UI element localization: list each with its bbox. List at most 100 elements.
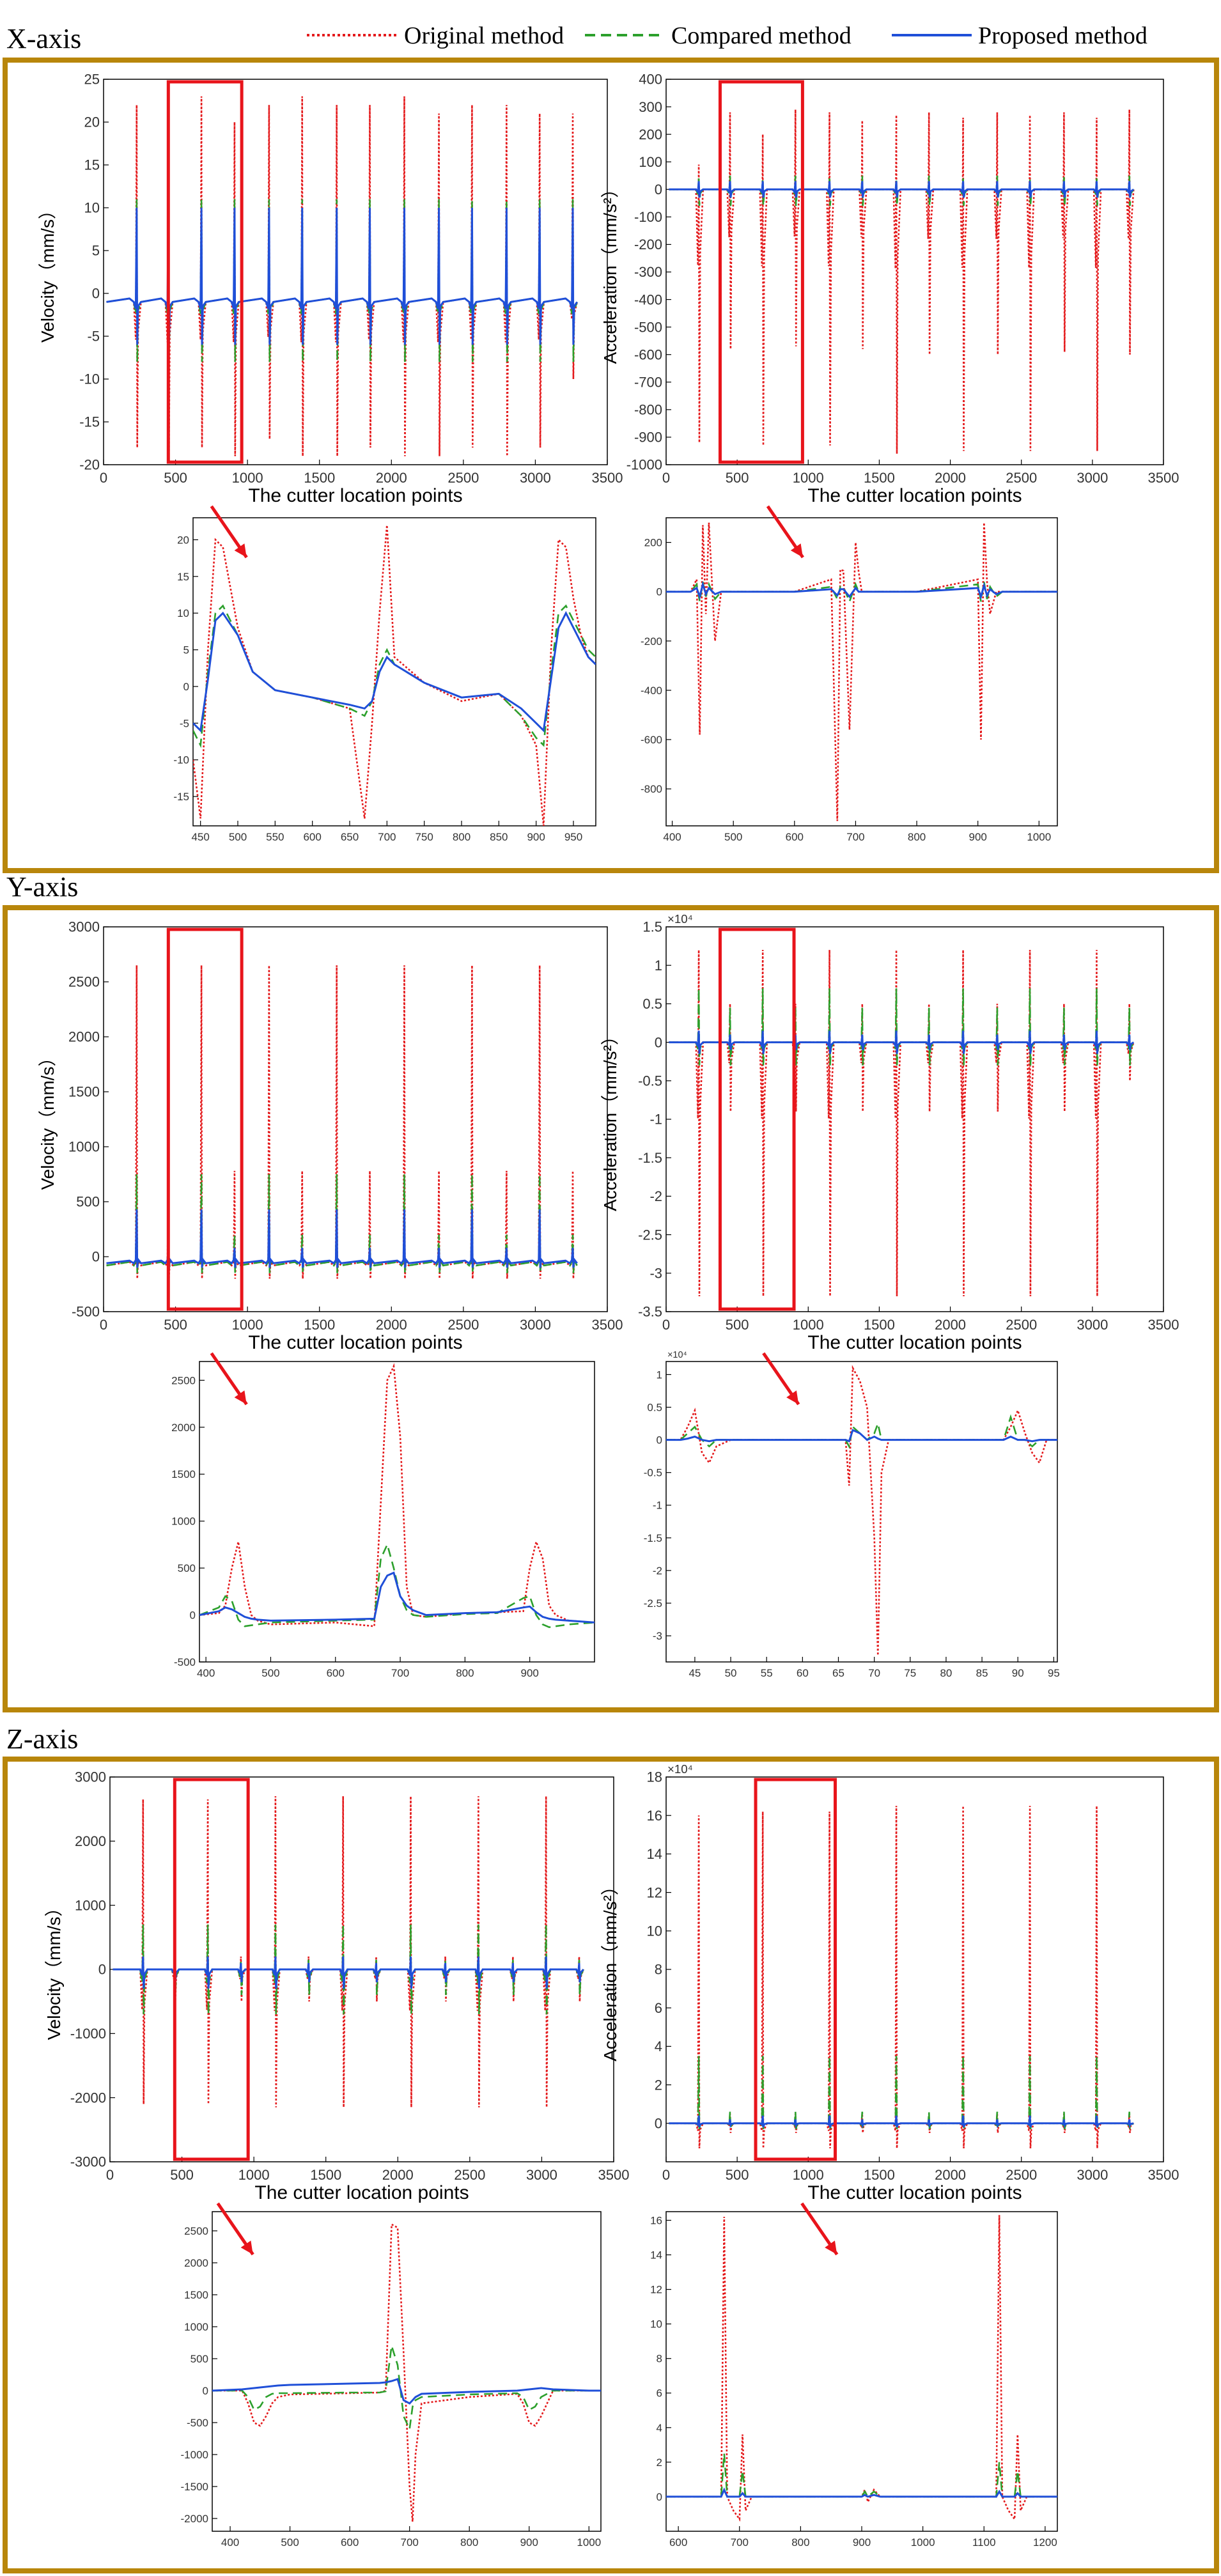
- z-acc-plot-area: [665, 1776, 1164, 2162]
- z-acc-xtick-label: 1000: [793, 2167, 824, 2183]
- x-vel-xtick-label: 2500: [447, 470, 479, 486]
- z-acc-series-proposed: [669, 2115, 1134, 2129]
- x-vel-ytick-label: 15: [84, 157, 100, 173]
- x-vel-zoom-ytick-label: -15: [173, 791, 189, 803]
- y-acc-zoom-series-proposed: [666, 1429, 1057, 1443]
- y-vel-zoom-arrow-head: [234, 1390, 247, 1404]
- x-acc-xtick-label: 2500: [1006, 470, 1037, 486]
- x-vel-zoom-xtick-label: 750: [415, 831, 433, 843]
- x-acc-ytick-label: 100: [639, 154, 662, 170]
- z-vel-zoom-ytick-label: -2000: [181, 2513, 208, 2525]
- z-vel-ytick-label: 3000: [75, 1769, 106, 1785]
- x-vel-xlabel: The cutter location points: [248, 485, 462, 506]
- x-acc-xtick-label: 3000: [1077, 470, 1108, 486]
- y-acc-zoom-ytick-label: 0.5: [647, 1401, 662, 1413]
- x-vel-highlight-box: [166, 80, 244, 464]
- z-vel-zoom-xtick-label: 1000: [577, 2536, 601, 2549]
- x-acc-zoom-ytick-label: -400: [641, 685, 662, 697]
- y-vel-plot-area: [103, 926, 608, 1312]
- z-vel-ytick-label: 0: [98, 1962, 106, 1978]
- z-vel-zoom-ytick-label: 2500: [184, 2225, 208, 2237]
- chart-z-acc: 0 500 1000 1500 2000 2500 3000 3500 0 2 4 6 8 10 12 14 1…: [600, 1762, 1179, 2549]
- x-acc-xtick-label: 2000: [935, 470, 966, 486]
- legend-label-compared: Compared method: [671, 22, 852, 49]
- y-vel-xtick-label: 2000: [376, 1317, 407, 1333]
- x-acc-ytick-label: -200: [634, 237, 662, 252]
- x-vel-zoom-xtick-label: 900: [527, 831, 545, 843]
- y-acc-zoom-y-exponent: ×10⁴: [667, 1350, 687, 1360]
- chart-x-vel: 0 500 1000 1500 2000 2500 3000 3500 -20 -15 -10 -5 0…: [38, 72, 623, 843]
- y-acc-zoom-ytick-label: -1.5: [644, 1532, 662, 1544]
- z-vel-zoom-xtick-label: 500: [281, 2536, 299, 2549]
- y-acc-ytick-label: 0.5: [642, 996, 662, 1012]
- z-vel-zoom-ytick-label: 0: [203, 2385, 208, 2397]
- chart-z-vel: 0 500 1000 1500 2000 2500 3000 3500 -3000 -2000 -1…: [44, 1769, 629, 2549]
- y-acc-ytick-label: -0.5: [638, 1073, 662, 1089]
- x-vel-zoom-xtick-label: 700: [378, 831, 396, 843]
- x-acc-zoom-ytick-label: -800: [641, 783, 662, 795]
- x-vel-zoom-ytick-label: 15: [177, 571, 189, 583]
- y-acc-zoom-ytick-label: -1: [653, 1500, 662, 1512]
- z-acc-zoom-xtick-label: 600: [669, 2536, 687, 2549]
- z-acc-xtick-label: 1500: [864, 2167, 895, 2183]
- y-vel-ylabel: Velocity（mm/s）: [38, 1049, 58, 1190]
- x-acc-xlabel: The cutter location points: [807, 485, 1022, 506]
- y-vel-zoom-ytick-label: 2500: [171, 1374, 196, 1386]
- z-acc-xtick-label: 2500: [1006, 2167, 1037, 2183]
- y-acc-ytick-label: 1: [655, 958, 662, 974]
- z-vel-zoom-series-original: [212, 2223, 601, 2522]
- x-acc-ytick-label: -400: [634, 291, 662, 307]
- x-acc-ytick-label: 0: [655, 182, 662, 198]
- z-vel-xtick-label: 500: [170, 2167, 194, 2183]
- z-acc-zoom-ytick-label: 12: [650, 2284, 662, 2296]
- y-acc-zoom-ytick-label: -2: [653, 1565, 662, 1577]
- z-acc-xtick-label: 2000: [935, 2167, 966, 2183]
- x-vel-ytick-label: -20: [79, 457, 100, 473]
- y-acc-xtick-label: 1500: [864, 1317, 895, 1333]
- y-vel-zoom-xtick-label: 800: [456, 1667, 474, 1679]
- y-acc-ytick-label: -1: [649, 1112, 662, 1128]
- z-vel-xtick-label: 0: [106, 2167, 114, 2183]
- y-acc-zoom-arrow-head: [786, 1390, 799, 1404]
- x-acc-ytick-label: -300: [634, 264, 662, 280]
- y-vel-zoom-ytick-label: 1500: [171, 1468, 196, 1480]
- y-acc-highlight-box: [718, 927, 796, 1311]
- y-vel-ytick-label: 1000: [68, 1139, 100, 1155]
- y-acc-plot-area: [665, 926, 1164, 1312]
- y-vel-xtick-label: 3000: [520, 1317, 551, 1333]
- y-vel-zoom-ytick-label: 1000: [171, 1516, 196, 1528]
- y-vel-xtick-label: 0: [100, 1317, 107, 1333]
- z-acc-zoom-ytick-label: 14: [650, 2249, 662, 2262]
- x-acc-zoom-xtick-label: 800: [908, 831, 926, 843]
- y-acc-zoom-plot-area: [665, 1361, 1058, 1663]
- x-vel-ytick-label: 10: [84, 200, 100, 216]
- x-acc-zoom-series-proposed: [666, 580, 1057, 600]
- y-acc-zoom-xtick-label: 90: [1012, 1667, 1024, 1679]
- y-acc-zoom-ytick-label: 0: [657, 1434, 662, 1447]
- z-vel-ytick-label: 1000: [75, 1897, 106, 1913]
- y-vel-ytick-label: 2500: [68, 974, 100, 990]
- y-acc-ytick-label: -1.5: [638, 1150, 662, 1166]
- z-acc-zoom-ytick-label: 2: [657, 2456, 662, 2469]
- z-acc-xtick-label: 3000: [1077, 2167, 1108, 2183]
- x-vel-ytick-label: 0: [92, 286, 100, 302]
- z-acc-xtick-label: 500: [726, 2167, 749, 2183]
- x-vel-ytick-label: -5: [87, 329, 100, 345]
- y-vel-ytick-label: 3000: [68, 919, 100, 935]
- section-title-x: X-axis: [6, 23, 81, 54]
- y-vel-series-proposed: [106, 1209, 578, 1268]
- y-acc-xtick-label: 3500: [1148, 1317, 1179, 1333]
- x-acc-zoom-xtick-label: 600: [786, 831, 804, 843]
- y-vel-ytick-label: 2000: [68, 1029, 100, 1045]
- x-acc-ylabel: Acceleration（mm/s²）: [600, 180, 620, 364]
- x-acc-series-proposed: [669, 181, 1135, 198]
- z-vel-xtick-label: 2000: [382, 2167, 414, 2183]
- x-vel-ytick-label: -15: [79, 414, 100, 430]
- z-vel-zoom-ytick-label: 1000: [184, 2321, 208, 2333]
- y-acc-zoom-xtick-label: 70: [868, 1667, 880, 1679]
- z-vel-zoom-ytick-label: -1000: [181, 2449, 208, 2461]
- chart-x-acc: 0 500 1000 1500 2000 2500 3000 3500-1000-900-80…: [600, 72, 1179, 843]
- x-vel-zoom-series-compared: [193, 604, 596, 749]
- x-acc-ytick-label: -1000: [626, 457, 662, 473]
- y-acc-xlabel: The cutter location points: [807, 1332, 1022, 1353]
